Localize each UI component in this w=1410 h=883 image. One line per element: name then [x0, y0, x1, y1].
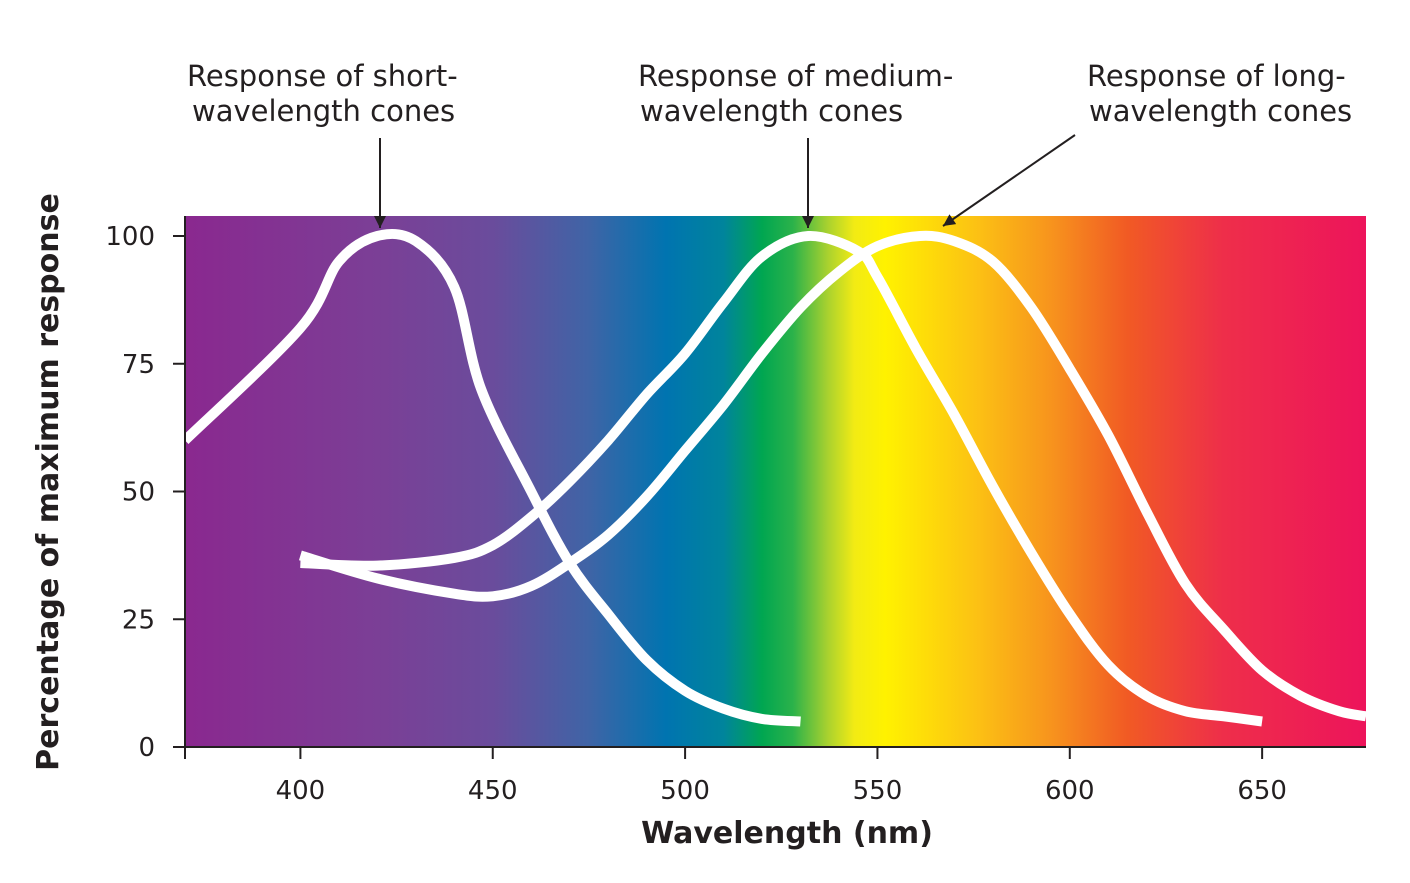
- x-tick-label: 550: [853, 776, 903, 806]
- y-axis-title: Percentage of maximum response: [31, 193, 66, 771]
- x-tick-label: 400: [276, 776, 326, 806]
- arrow-long-cones: [942, 134, 1076, 227]
- x-axis-title: Wavelength (nm): [641, 816, 933, 851]
- curve-long-cones: [298, 230, 1367, 722]
- y-tick-label: 25: [122, 605, 155, 635]
- curve-short-cones: [181, 228, 801, 727]
- x-tick-label: 650: [1237, 776, 1287, 806]
- annotation-long-cones: Response of long- wavelength cones: [942, 59, 1352, 227]
- annotation-long-line1: Response of long-: [1087, 59, 1346, 93]
- annotation-short-line2: wavelength cones: [192, 94, 455, 128]
- y-axis-ticks: 0 25 50 75 100: [105, 222, 185, 763]
- annotation-long-line2: wavelength cones: [1089, 94, 1352, 128]
- y-tick-label: 50: [122, 478, 155, 508]
- annotation-short-cones: Response of short- wavelength cones: [187, 59, 458, 228]
- x-tick-label: 600: [1045, 776, 1095, 806]
- curve-medium-cones: [300, 230, 1263, 727]
- annotation-medium-line2: wavelength cones: [640, 94, 903, 128]
- response-curves: [181, 228, 1367, 727]
- x-tick-label: 500: [660, 776, 710, 806]
- annotation-medium-line1: Response of medium-: [638, 59, 953, 93]
- annotation-short-line1: Response of short-: [187, 59, 458, 93]
- y-tick-label: 75: [122, 350, 155, 380]
- y-tick-label: 0: [138, 733, 155, 763]
- annotation-medium-cones: Response of medium- wavelength cones: [638, 59, 953, 228]
- x-tick-label: 450: [468, 776, 518, 806]
- x-axis-ticks: 400 450 500 550 600 650: [184, 747, 1287, 806]
- y-tick-label: 100: [105, 222, 155, 252]
- spectrum-background: [185, 216, 1366, 747]
